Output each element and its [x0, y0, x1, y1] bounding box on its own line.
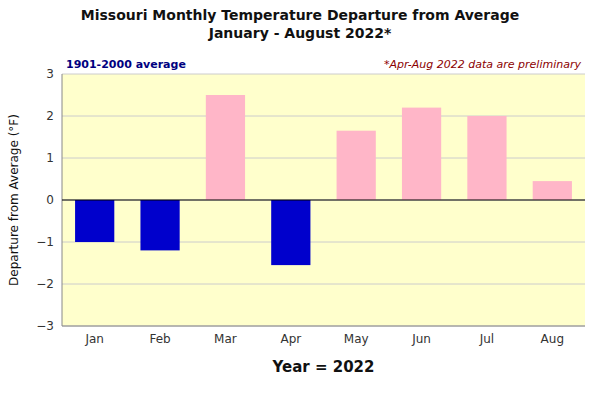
- x-axis: Jan Feb Mar Apr May Jun Jul Aug: [62, 326, 585, 346]
- title: Missouri Monthly Temperature Departure f…: [81, 7, 519, 41]
- grid-line: [62, 284, 585, 285]
- bar: [337, 131, 376, 200]
- bars: [75, 95, 572, 265]
- grid-line: [62, 200, 585, 201]
- y-tick-label: 1: [46, 151, 54, 165]
- x-tick-label: Jun: [411, 332, 431, 346]
- x-tick-label: Apr: [280, 332, 301, 346]
- y-tick-label: −1: [36, 235, 54, 249]
- grid-line: [62, 326, 585, 327]
- y-axis-label: Departure from Average (°F): [7, 114, 21, 286]
- annotation: *Apr-Aug 2022 data are preliminary: [384, 58, 582, 71]
- title-line: January - August 2022*: [208, 25, 392, 41]
- chart: −3 −2 −1 0 1 2 3 Jan Feb Mar Apr May Jun Jul Aug Year =…: [0, 0, 600, 398]
- x-tick-label: Jan: [84, 332, 104, 346]
- title-line: Missouri Monthly Temperature Departure f…: [81, 7, 519, 23]
- y-tick-label: 0: [46, 193, 54, 207]
- y-tick-label: 3: [46, 67, 54, 81]
- bar: [140, 200, 179, 250]
- bar: [271, 200, 310, 265]
- y-tick-label: 2: [46, 109, 54, 123]
- y-tick-label: −3: [36, 319, 54, 333]
- x-tick-label: Aug: [541, 332, 564, 346]
- y-axis: −3 −2 −1 0 1 2 3: [36, 67, 62, 333]
- bar: [75, 200, 114, 242]
- bar: [467, 116, 506, 200]
- grid-line: [62, 74, 585, 75]
- x-tick-label: Feb: [149, 332, 170, 346]
- y-grid: [62, 74, 585, 326]
- x-axis-label: Year = 2022: [272, 358, 375, 376]
- plot-background: [62, 74, 585, 326]
- bar: [402, 108, 441, 200]
- annotation: 1901-2000 average: [66, 58, 186, 71]
- x-axis-line: [62, 326, 585, 327]
- chart-container: −3 −2 −1 0 1 2 3 Jan Feb Mar Apr May Jun Jul Aug Year =…: [0, 0, 600, 398]
- bar: [533, 181, 572, 200]
- x-tick-label: Jul: [479, 332, 494, 346]
- zero-line: [62, 200, 585, 201]
- y-tick-label: −2: [36, 277, 54, 291]
- x-tick-label: May: [344, 332, 369, 346]
- bar: [206, 95, 245, 200]
- x-tick-label: Mar: [214, 332, 237, 346]
